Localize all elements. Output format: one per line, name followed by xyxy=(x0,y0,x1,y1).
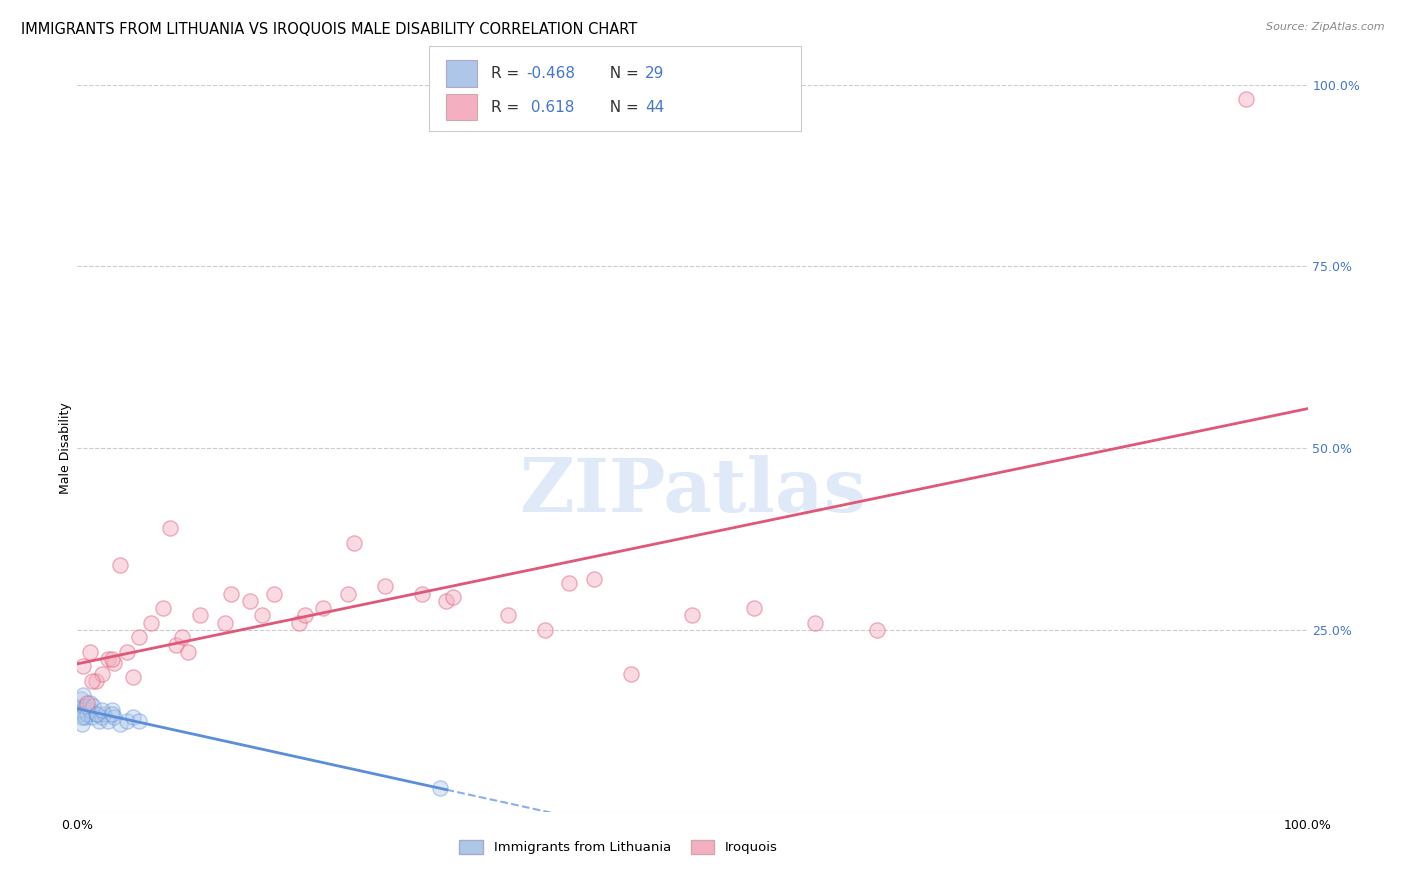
Point xyxy=(411,587,433,601)
Point xyxy=(121,710,143,724)
Point xyxy=(558,575,581,590)
Point xyxy=(312,601,335,615)
Point xyxy=(72,659,94,673)
Point xyxy=(79,696,101,710)
Text: Source: ZipAtlas.com: Source: ZipAtlas.com xyxy=(1267,22,1385,32)
Point xyxy=(79,703,101,717)
Point xyxy=(82,710,104,724)
Y-axis label: Male Disability: Male Disability xyxy=(59,402,72,494)
Point xyxy=(441,591,464,605)
Text: N =: N = xyxy=(600,100,644,114)
Point xyxy=(177,645,200,659)
Point xyxy=(159,521,181,535)
Point xyxy=(436,594,458,608)
Point xyxy=(76,696,98,710)
Text: N =: N = xyxy=(600,66,644,80)
Point xyxy=(97,652,120,666)
Point xyxy=(583,572,606,586)
Text: IMMIGRANTS FROM LITHUANIA VS IROQUOIS MALE DISABILITY CORRELATION CHART: IMMIGRANTS FROM LITHUANIA VS IROQUOIS MA… xyxy=(21,22,637,37)
Point xyxy=(1234,92,1257,106)
Point xyxy=(337,587,360,601)
Point xyxy=(128,630,150,644)
Point xyxy=(70,692,93,706)
Point xyxy=(76,706,98,721)
Point xyxy=(90,710,114,724)
Text: ZIPatlas: ZIPatlas xyxy=(519,455,866,528)
Point xyxy=(804,615,827,630)
Point xyxy=(374,579,396,593)
Point xyxy=(82,673,104,688)
Point xyxy=(294,608,316,623)
Point xyxy=(69,703,91,717)
Text: R =: R = xyxy=(491,66,524,80)
Point xyxy=(101,652,124,666)
Point xyxy=(70,706,93,721)
Point xyxy=(165,638,187,652)
Point xyxy=(250,608,273,623)
Point xyxy=(101,703,124,717)
Text: -0.468: -0.468 xyxy=(526,66,575,80)
Point xyxy=(110,558,132,572)
Text: 29: 29 xyxy=(645,66,665,80)
Point xyxy=(84,673,107,688)
Point xyxy=(121,670,143,684)
Point xyxy=(86,706,108,721)
Point xyxy=(90,703,114,717)
Point xyxy=(214,615,236,630)
Point xyxy=(75,699,97,714)
Point xyxy=(115,645,138,659)
Legend: Immigrants from Lithuania, Iroquois: Immigrants from Lithuania, Iroquois xyxy=(454,835,783,860)
Point xyxy=(89,714,111,728)
Point xyxy=(73,710,96,724)
Text: 0.618: 0.618 xyxy=(526,100,574,114)
Point xyxy=(103,656,125,670)
Point xyxy=(97,714,120,728)
Point xyxy=(288,615,311,630)
Point xyxy=(343,535,366,549)
Point xyxy=(90,666,114,681)
Point xyxy=(72,699,94,714)
Point xyxy=(170,630,193,644)
Point xyxy=(72,689,94,703)
Point xyxy=(188,608,212,623)
Point xyxy=(101,706,124,721)
Point xyxy=(115,714,138,728)
Text: 44: 44 xyxy=(645,100,665,114)
Point xyxy=(496,608,519,623)
Point xyxy=(219,587,242,601)
Point xyxy=(534,623,557,637)
Text: R =: R = xyxy=(491,100,524,114)
Point xyxy=(429,781,451,796)
Point xyxy=(239,594,262,608)
Point xyxy=(79,645,101,659)
Point xyxy=(84,706,107,721)
Point xyxy=(110,717,132,731)
Point xyxy=(141,615,163,630)
Point xyxy=(70,717,93,731)
Point xyxy=(82,699,104,714)
Point xyxy=(263,587,285,601)
Point xyxy=(866,623,889,637)
Point xyxy=(128,714,150,728)
Point xyxy=(152,601,174,615)
Point xyxy=(620,666,643,681)
Point xyxy=(742,601,765,615)
Point xyxy=(682,608,704,623)
Point xyxy=(70,710,93,724)
Point xyxy=(103,710,125,724)
Point xyxy=(93,706,115,721)
